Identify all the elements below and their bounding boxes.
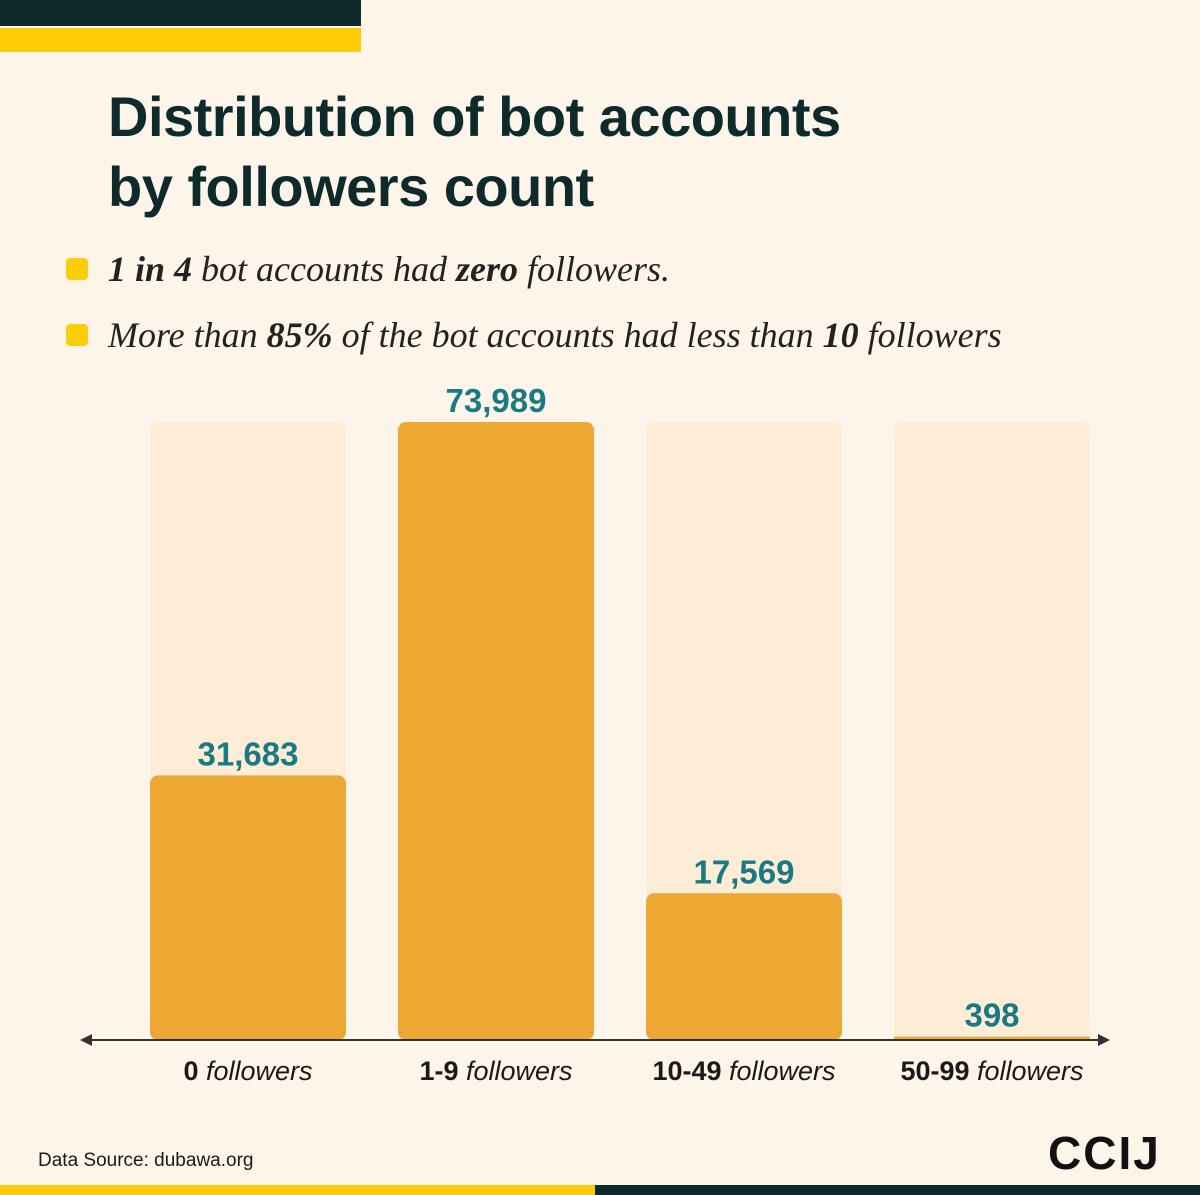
bullet-square-icon xyxy=(66,324,88,346)
ccij-logo: CCIJ xyxy=(1048,1127,1161,1179)
title-line-2: by followers count xyxy=(108,155,594,218)
bottom-yellow-stripe xyxy=(0,1185,595,1195)
axis-right-arrow-icon xyxy=(1098,1034,1110,1046)
tick-label-2: 10-49 followers xyxy=(652,1056,835,1086)
bar-0 xyxy=(150,775,346,1040)
data-label-2: 17,569 xyxy=(694,853,795,890)
tick-label-0: 0 followers xyxy=(183,1056,312,1086)
bullet-2-text: More than 85% of the bot accounts had le… xyxy=(108,315,1002,355)
bar-2 xyxy=(646,893,842,1040)
bullet-square-icon xyxy=(66,258,88,280)
bar-track xyxy=(646,422,842,1040)
bullet-1: 1 in 4 bot accounts had zero followers. xyxy=(66,246,1176,296)
axis-left-arrow-icon xyxy=(80,1034,92,1046)
tick-label-1: 1-9 followers xyxy=(419,1056,572,1086)
bullet-2: More than 85% of the bot accounts had le… xyxy=(66,312,1176,362)
bar-chart: 31,683 0 followers 73,989 1-9 followers 17,5… xyxy=(80,382,1110,1086)
tick-label-3: 50-99 followers xyxy=(900,1056,1083,1086)
title-line-1: Distribution of bot accounts xyxy=(108,85,841,148)
data-label-0: 31,683 xyxy=(198,735,299,772)
data-source: Data Source: dubawa.org xyxy=(38,1150,254,1171)
data-label-1: 73,989 xyxy=(446,382,547,419)
data-label-3: 398 xyxy=(964,997,1019,1034)
bottom-dark-stripe xyxy=(595,1185,1200,1195)
top-yellow-stripe xyxy=(0,28,361,52)
bullet-1-text: 1 in 4 bot accounts had zero followers. xyxy=(108,249,671,289)
top-dark-stripe xyxy=(0,0,361,26)
bar-1 xyxy=(398,422,594,1040)
chart-title: Distribution of bot accounts by follower… xyxy=(108,82,1008,222)
bar-track xyxy=(894,422,1090,1040)
